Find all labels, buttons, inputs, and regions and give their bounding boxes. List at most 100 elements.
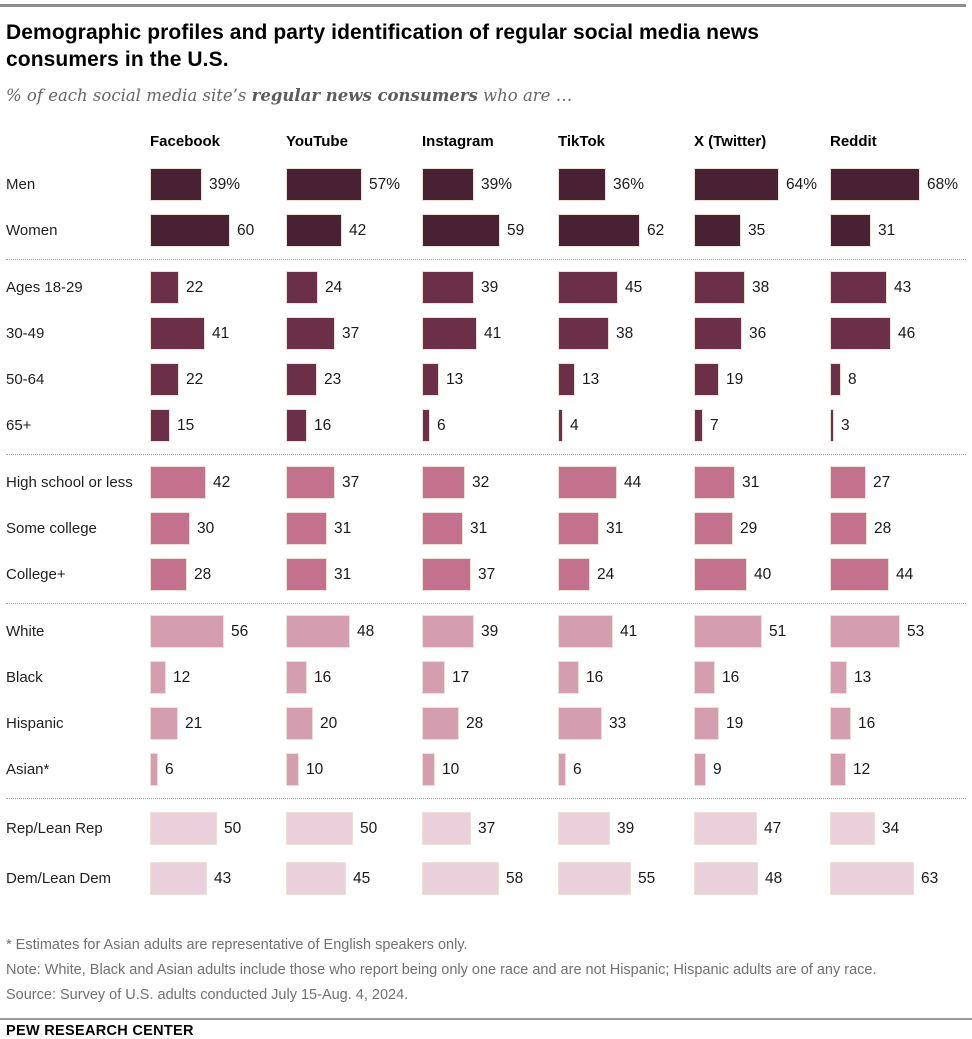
bar [694, 409, 703, 443]
bar [422, 615, 474, 649]
bar-value: 35 [748, 221, 766, 239]
bar-value: 56 [231, 622, 249, 640]
bar-value: 63 [921, 869, 939, 887]
bar [286, 409, 307, 443]
bar [830, 812, 875, 846]
bar-value: 16 [586, 668, 604, 686]
chart-row: Men 39% 57% 39% 36% 64% 68% [6, 162, 966, 208]
bar-cell: 39% [422, 162, 558, 208]
bar-cell: 33 [558, 701, 694, 747]
row-label: Dem/Lean Dem [6, 869, 112, 887]
bar-cell: 8 [830, 357, 966, 403]
chart-group-gender: Men 39% 57% 39% 36% 64% 68% Women 60 42 59 62 35 31 [6, 157, 966, 259]
bar-cell: 39 [422, 609, 558, 655]
bar [558, 409, 563, 443]
bar-value: 37 [478, 819, 496, 837]
bar [422, 214, 500, 248]
bar [422, 707, 459, 741]
bar [558, 753, 566, 787]
bar [150, 168, 202, 202]
bar-value: 36 [749, 324, 767, 342]
row-label: 65+ [6, 416, 32, 434]
bar-cell: 6 [422, 403, 558, 449]
bar [694, 271, 745, 305]
bar-value: 41 [620, 622, 638, 640]
bar [694, 168, 779, 202]
bar-value: 12 [853, 760, 871, 778]
bar-value: 33 [609, 714, 627, 732]
footnotes: * Estimates for Asian adults are represe… [6, 933, 966, 1008]
bar-cell: 41 [558, 609, 694, 655]
bar-value: 43 [894, 278, 912, 296]
bar-value: 16 [858, 714, 876, 732]
bar-value: 44 [896, 565, 914, 583]
chart-row: Ages 18-29 22 24 39 45 38 43 [6, 265, 966, 311]
bar-cell: 60 [150, 208, 286, 254]
bar-cell: 51 [694, 609, 830, 655]
bar-cell: 19 [694, 701, 830, 747]
bar [830, 271, 887, 305]
bar-value: 46 [898, 324, 916, 342]
chart-row: Dem/Lean Dem 43 45 58 55 48 63 [6, 854, 966, 904]
bar [830, 753, 846, 787]
bar-value: 6 [573, 760, 582, 778]
chart-row: Women 60 42 59 62 35 31 [6, 208, 966, 254]
bar [286, 466, 335, 500]
column-header-x-twitter: X (Twitter) [694, 132, 767, 150]
bar-value: 28 [874, 519, 892, 537]
chart-group-race-ethnicity: White 56 48 39 41 51 53 Black 12 16 17 16 16 13 Hispan… [6, 602, 966, 798]
bar-cell: 31 [286, 506, 422, 552]
bar-value: 20 [320, 714, 338, 732]
bar-cell: 44 [830, 552, 966, 598]
bar-value: 42 [213, 473, 231, 491]
bar-cell: 16 [830, 701, 966, 747]
column-header-youtube: YouTube [286, 132, 348, 150]
bar-value: 47 [764, 819, 782, 837]
bar [558, 363, 575, 397]
row-label: Ages 18-29 [6, 278, 83, 296]
bar-value: 24 [325, 278, 343, 296]
bar-value: 28 [466, 714, 484, 732]
bar-value: 8 [848, 370, 857, 388]
bar [558, 812, 610, 846]
chart-row: High school or less 42 37 32 44 31 27 [6, 460, 966, 506]
bar [150, 363, 179, 397]
bar [558, 271, 618, 305]
row-label: High school or less [6, 473, 133, 491]
bar-value: 7 [710, 416, 719, 434]
chart-row: 50-64 22 23 13 13 19 8 [6, 357, 966, 403]
chart-row: College+ 28 31 37 24 40 44 [6, 552, 966, 598]
bar-value: 13 [446, 370, 464, 388]
bar-cell: 32 [422, 460, 558, 506]
bar [830, 558, 889, 592]
row-label: Hispanic [6, 714, 64, 732]
bar-value: 39 [481, 622, 499, 640]
bar-value: 32 [472, 473, 490, 491]
bar-cell: 30 [150, 506, 286, 552]
bar-cell: 4 [558, 403, 694, 449]
bar-value: 43 [214, 869, 232, 887]
bar [150, 661, 166, 695]
bar-cell: 45 [558, 265, 694, 311]
bar-cell: 58 [422, 854, 558, 904]
subtitle-bold: regular news consumers [251, 85, 478, 105]
bar-value: 45 [625, 278, 643, 296]
bar-cell: 10 [286, 747, 422, 793]
bar [694, 661, 715, 695]
bar-value: 31 [334, 519, 352, 537]
column-header-tiktok: TikTok [558, 132, 605, 150]
bar-chart: Facebook YouTube Instagram TikTok X (Twi… [6, 133, 966, 909]
bar [694, 466, 735, 500]
bar-cell: 63 [830, 854, 966, 904]
bar [286, 862, 346, 896]
chart-subtitle: % of each social media site’s regular ne… [6, 86, 966, 105]
bar-value: 48 [765, 869, 783, 887]
bar-cell: 62 [558, 208, 694, 254]
bar-cell: 28 [422, 701, 558, 747]
chart-group-education: High school or less 42 37 32 44 31 27 Some coll… [6, 453, 966, 603]
bar [830, 512, 867, 546]
bar-cell: 24 [286, 265, 422, 311]
bar-cell: 53 [830, 609, 966, 655]
bar-cell: 41 [150, 311, 286, 357]
bar-cell: 15 [150, 403, 286, 449]
